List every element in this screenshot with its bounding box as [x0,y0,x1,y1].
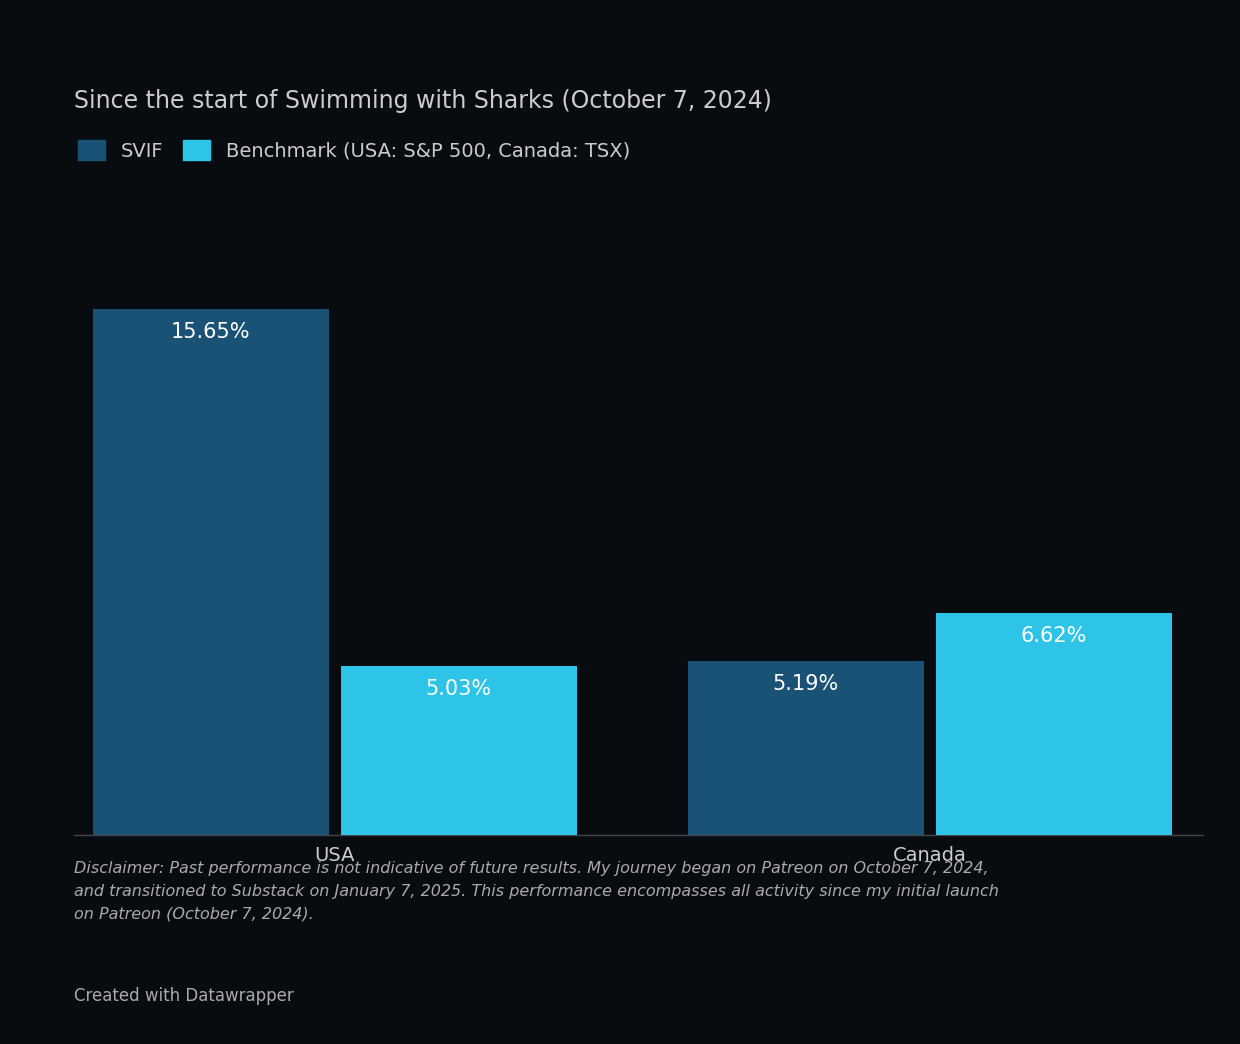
Text: 5.03%: 5.03% [425,680,492,699]
Bar [341,666,577,835]
Bar [936,613,1172,835]
Text: Created with Datawrapper: Created with Datawrapper [74,987,294,1004]
Text: 15.65%: 15.65% [171,323,250,342]
Text: Since the start of Swimming with Sharks (October 7, 2024): Since the start of Swimming with Sharks … [74,89,773,113]
Bar [688,661,924,835]
Text: Disclaimer: Past performance is not indicative of future results. My journey beg: Disclaimer: Past performance is not indi… [74,861,999,922]
Text: 6.62%: 6.62% [1021,626,1087,646]
Text: 5.19%: 5.19% [773,674,839,694]
Bar [93,309,329,835]
Legend: SVIF, Benchmark (USA: S&P 500, Canada: TSX): SVIF, Benchmark (USA: S&P 500, Canada: T… [78,140,630,161]
